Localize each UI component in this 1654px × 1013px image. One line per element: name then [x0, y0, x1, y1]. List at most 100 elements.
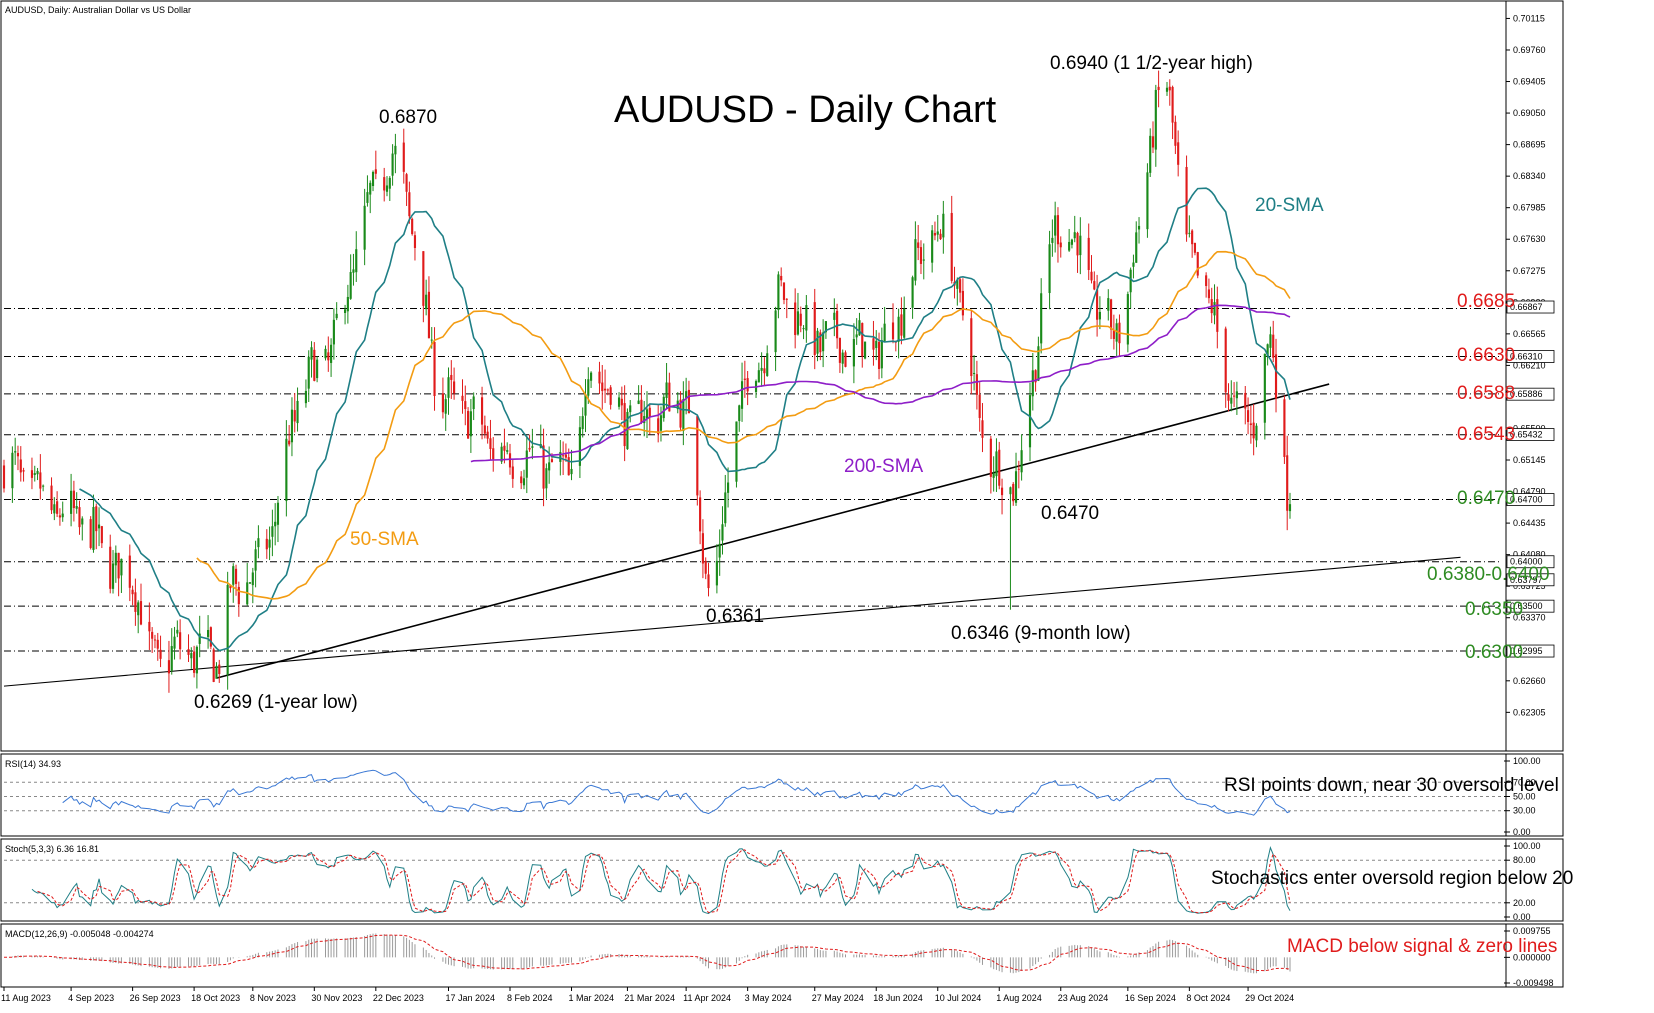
candle-body [492, 448, 495, 460]
label-low-apr: 0.6361 [706, 606, 764, 627]
time-tick-label: 8 Oct 2024 [1186, 993, 1230, 1003]
candle-body [1059, 242, 1062, 248]
candle-body [914, 239, 917, 281]
price-box [1506, 573, 1555, 587]
candle-body [897, 316, 900, 342]
price-tick-label: 0.64790 [1513, 487, 1546, 497]
candle-body [371, 171, 375, 186]
time-axis: 11 Aug 2023 4 Sep 2023 26 Sep 2023 18 Oct 2… [1, 987, 1294, 1003]
candle-body [285, 438, 288, 502]
candle-body [229, 585, 232, 589]
candle-body [1171, 86, 1174, 123]
candle-body [1079, 235, 1082, 256]
candle-body [933, 232, 937, 236]
candle-body [1115, 323, 1118, 342]
candle-body [61, 513, 64, 518]
candle-body [1230, 397, 1233, 404]
candle-body [111, 563, 115, 589]
price-tick-label: 0.62660 [1513, 676, 1546, 686]
candle-body [408, 192, 411, 217]
price-axis: 0.70115 0.69760 0.69405 0.69050 0.68695 0.683… [1505, 1, 1555, 751]
candle-body [1031, 370, 1034, 397]
candle-body [1174, 121, 1177, 146]
candle-body [1054, 215, 1057, 236]
candle-body [782, 282, 786, 300]
candle-body [313, 349, 316, 381]
candle-body [447, 377, 450, 398]
candle-body [1129, 269, 1132, 293]
candle-body [956, 280, 959, 289]
stoch-panel-frame [0, 838, 1564, 922]
candle-body [687, 389, 691, 414]
rsi-panel: 100.00 70.00 50.00 30.00 0.00 [4, 754, 1541, 837]
candle-body [1009, 487, 1012, 495]
candle-body [411, 218, 414, 235]
candle-body [304, 390, 308, 404]
time-tick-label: 30 Nov 2023 [311, 993, 362, 1003]
candle-body [1283, 399, 1286, 457]
candle-body [950, 212, 953, 281]
candle-body [992, 473, 995, 478]
candle-body [234, 568, 238, 584]
candle-body [1020, 450, 1023, 473]
candle-body [883, 323, 886, 342]
candle-body [422, 251, 425, 306]
price-box-label: 0.63797 [1510, 575, 1543, 585]
sma50-line [196, 250, 1291, 600]
candle-body [237, 586, 240, 605]
candle-body [39, 472, 42, 489]
candle-body [799, 313, 802, 326]
candle-body [623, 403, 626, 447]
candle-body [998, 449, 1001, 486]
sma20-line [79, 187, 1291, 652]
candle-body [464, 401, 467, 410]
stoch-signal-line [37, 849, 1291, 914]
candle-body [19, 459, 22, 473]
time-tick-label: 23 Aug 2024 [1058, 993, 1109, 1003]
stoch-tick-label: 100.00 [1513, 841, 1541, 851]
candle-body [288, 440, 291, 445]
price-box-label: 0.64700 [1510, 495, 1543, 505]
candle-body [72, 490, 75, 509]
candle-body [167, 660, 171, 674]
candle-body [1040, 293, 1043, 344]
candle-body [567, 457, 570, 476]
candle-body [1191, 230, 1194, 245]
candle-body [1034, 370, 1037, 383]
candle-body [746, 378, 749, 392]
price-tick-label: 0.67985 [1513, 203, 1546, 213]
candle-body [16, 452, 20, 457]
price-box-label: 0.64000 [1510, 557, 1543, 567]
candle-body [508, 453, 512, 468]
candle-body [657, 418, 660, 435]
candle-body [1098, 311, 1101, 320]
candle-body [120, 558, 123, 576]
macd-comment: MACD below signal & zero lines [1287, 936, 1557, 957]
candle-body [92, 506, 95, 550]
candle-body [919, 247, 923, 264]
candle-body [875, 340, 878, 348]
candle-body [248, 582, 252, 584]
candle-body [1288, 504, 1292, 512]
time-tick-label: 29 Oct 2024 [1245, 993, 1294, 1003]
candle-body [335, 313, 338, 319]
candle-body [271, 526, 274, 537]
candle-body [841, 352, 844, 364]
candle-body [461, 395, 464, 401]
candle-body [1193, 242, 1197, 253]
candle-body [97, 524, 101, 529]
price-tick-label: 0.62305 [1513, 707, 1546, 717]
candle-body [562, 455, 565, 457]
candle-body [486, 431, 489, 439]
candle-body [215, 665, 218, 679]
time-tick-label: 1 Mar 2024 [569, 993, 615, 1003]
candle-body [1177, 142, 1180, 165]
macd-tick-label: 0.009755 [1513, 926, 1551, 936]
candle-body [1151, 136, 1155, 148]
time-tick-label: 3 May 2024 [745, 993, 792, 1003]
candle-body [609, 387, 612, 405]
rising-trendline-lower [3, 556, 1461, 687]
candle-body [467, 410, 470, 439]
candle-body [70, 490, 73, 514]
candle-body [1274, 354, 1278, 399]
